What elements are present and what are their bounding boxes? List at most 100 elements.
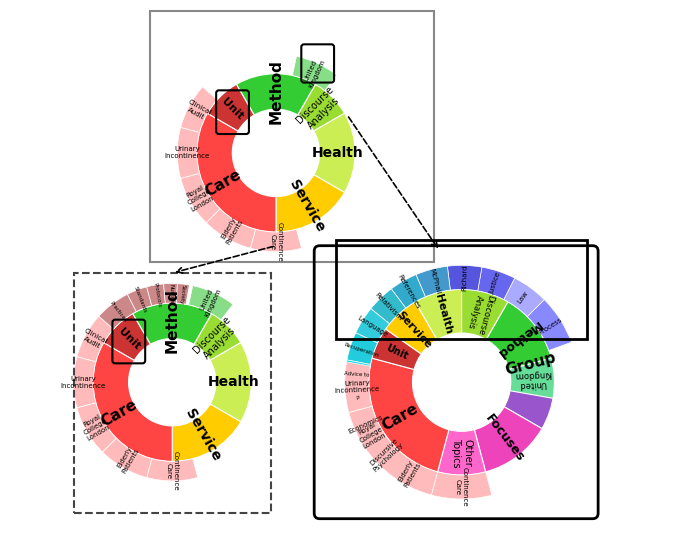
Text: Society: Society <box>179 283 186 304</box>
Text: Service: Service <box>394 310 433 350</box>
Wedge shape <box>292 56 337 91</box>
Wedge shape <box>379 448 438 495</box>
Text: Recuperation: Recuperation <box>344 342 380 358</box>
Text: Practices: Practices <box>109 300 128 323</box>
Wedge shape <box>298 84 344 131</box>
Text: Urinary
Incontinence: Urinary Incontinence <box>334 379 380 394</box>
Text: United
Kingdom: United Kingdom <box>301 56 326 89</box>
Text: Urinary
Incontinence: Urinary Incontinence <box>165 146 210 159</box>
Text: Discourse
Analysis: Discourse Analysis <box>295 85 344 134</box>
Text: Standards: Standards <box>133 285 148 313</box>
Text: P: P <box>356 396 360 401</box>
Wedge shape <box>349 406 396 465</box>
Wedge shape <box>276 175 344 232</box>
Text: References: References <box>397 273 421 310</box>
Wedge shape <box>313 114 355 193</box>
Text: Justice: Justice <box>488 271 501 295</box>
Wedge shape <box>189 286 233 320</box>
Wedge shape <box>371 289 406 324</box>
Wedge shape <box>349 406 384 446</box>
Text: Health: Health <box>208 375 260 389</box>
Wedge shape <box>197 114 276 232</box>
Wedge shape <box>345 387 372 412</box>
Text: Service: Service <box>182 407 223 464</box>
Text: Method: Method <box>493 318 543 360</box>
Wedge shape <box>102 438 152 478</box>
Text: Method: Method <box>165 288 180 353</box>
Text: Care: Care <box>202 167 244 200</box>
Wedge shape <box>345 362 372 412</box>
Wedge shape <box>347 333 378 365</box>
Text: McPhail: McPhail <box>428 267 441 295</box>
Text: Process: Process <box>538 316 563 335</box>
Text: Advice to: Advice to <box>344 371 370 378</box>
Text: Elderly
Patients: Elderly Patients <box>115 444 141 474</box>
Wedge shape <box>147 284 165 306</box>
Text: Care: Care <box>98 396 140 429</box>
Wedge shape <box>77 316 113 361</box>
Text: Focuses: Focuses <box>483 412 527 465</box>
Wedge shape <box>77 403 116 452</box>
Wedge shape <box>176 283 189 304</box>
Wedge shape <box>356 308 389 343</box>
Wedge shape <box>477 267 515 300</box>
Wedge shape <box>509 358 555 399</box>
Text: Continence
Care: Continence Care <box>455 467 468 507</box>
Text: Nurses: Nurses <box>168 284 173 303</box>
Text: Health: Health <box>433 293 454 335</box>
Text: Other
Topics: Other Topics <box>451 438 473 468</box>
Wedge shape <box>386 302 437 354</box>
Text: Elderly
Patients: Elderly Patients <box>219 215 244 245</box>
Wedge shape <box>133 303 212 345</box>
Wedge shape <box>93 343 172 461</box>
Text: Urinary
Incontinence: Urinary Incontinence <box>61 376 106 389</box>
Text: Discursive
Psychology: Discursive Psychology <box>367 437 405 473</box>
Wedge shape <box>415 289 462 340</box>
Text: Group: Group <box>503 350 557 378</box>
Wedge shape <box>486 302 551 370</box>
Wedge shape <box>180 87 217 132</box>
Wedge shape <box>104 313 150 360</box>
Wedge shape <box>236 74 316 115</box>
Text: Unit: Unit <box>220 97 245 122</box>
Wedge shape <box>178 127 199 179</box>
Wedge shape <box>251 229 301 252</box>
Text: Unit: Unit <box>385 343 410 361</box>
Text: Method: Method <box>268 59 283 124</box>
Wedge shape <box>363 433 408 478</box>
Text: Elderly
Patients: Elderly Patients <box>397 458 422 488</box>
Text: Language: Language <box>357 315 389 339</box>
Wedge shape <box>194 313 241 360</box>
Wedge shape <box>462 289 508 340</box>
Wedge shape <box>474 407 542 472</box>
Wedge shape <box>99 294 137 329</box>
Text: Richard: Richard <box>461 264 468 290</box>
Text: Health: Health <box>311 146 363 160</box>
Text: Relativism: Relativism <box>374 292 404 322</box>
Wedge shape <box>147 459 198 481</box>
Wedge shape <box>369 358 449 472</box>
Wedge shape <box>486 302 555 429</box>
Wedge shape <box>447 265 482 291</box>
Text: Clinical
Audit: Clinical Audit <box>80 328 109 352</box>
Wedge shape <box>164 283 178 304</box>
Wedge shape <box>208 84 254 131</box>
Text: Royal
College
London: Royal College London <box>79 412 111 442</box>
Text: Royal
College
London: Royal College London <box>183 182 215 212</box>
Text: United
Kingdom: United Kingdom <box>197 285 222 318</box>
Text: Care: Care <box>379 401 421 434</box>
Text: Royal
College
London: Royal College London <box>354 419 387 450</box>
Text: Unit: Unit <box>116 326 141 352</box>
Text: United
Kingdom: United Kingdom <box>514 369 552 390</box>
Text: Discourse
Analysis: Discourse Analysis <box>465 291 494 336</box>
Wedge shape <box>391 275 426 308</box>
Text: Service: Service <box>286 177 327 235</box>
Wedge shape <box>172 404 241 461</box>
Text: Continence
Care: Continence Care <box>270 222 283 262</box>
Wedge shape <box>128 287 152 312</box>
Wedge shape <box>345 360 370 388</box>
Wedge shape <box>372 329 421 370</box>
Wedge shape <box>416 266 450 297</box>
Wedge shape <box>527 300 572 351</box>
Wedge shape <box>432 472 492 499</box>
